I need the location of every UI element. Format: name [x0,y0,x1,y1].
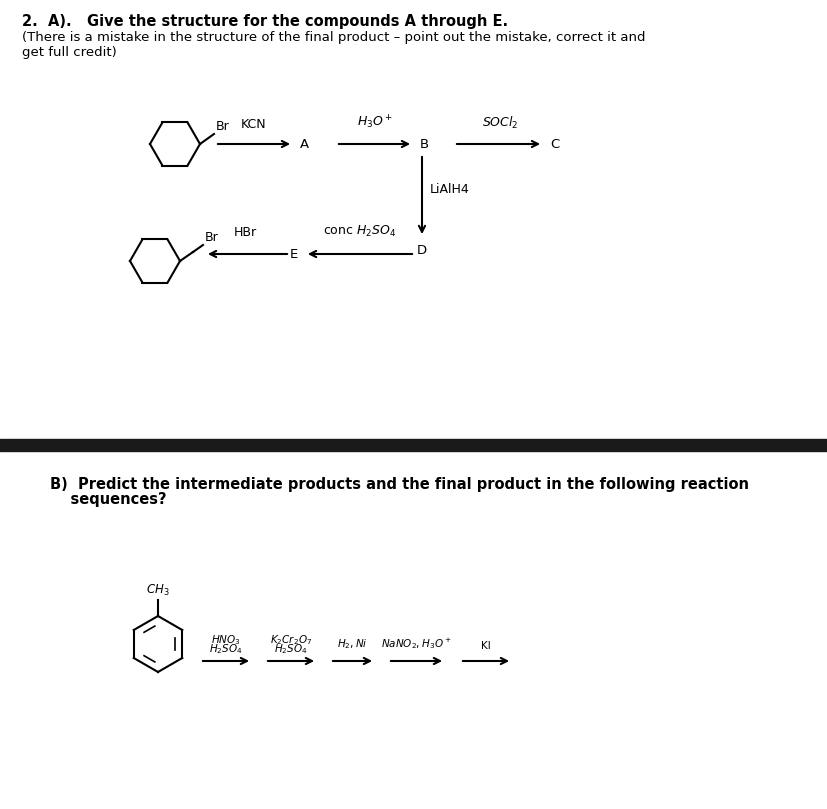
Text: 2.  A).   Give the structure for the compounds A through E.: 2. A). Give the structure for the compou… [22,14,508,29]
Text: (There is a mistake in the structure of the final product – point out the mistak: (There is a mistake in the structure of … [22,31,645,44]
Text: $H_2, Ni$: $H_2, Ni$ [337,637,367,651]
Text: Br: Br [216,120,229,133]
Text: $HNO_3$: $HNO_3$ [211,633,241,647]
Text: $H_3O^+$: $H_3O^+$ [356,113,393,131]
Text: get full credit): get full credit) [22,46,117,59]
Text: $H_2SO_4$: $H_2SO_4$ [209,642,242,656]
Text: E: E [289,248,298,260]
Text: LiAlH4: LiAlH4 [429,183,469,196]
Text: conc $H_2SO_4$: conc $H_2SO_4$ [323,224,396,239]
Text: HBr: HBr [233,226,256,239]
Text: $H_2SO_4$: $H_2SO_4$ [274,642,308,656]
Text: D: D [417,244,427,257]
Text: sequences?: sequences? [50,492,166,507]
Text: Br: Br [205,231,218,244]
Text: B: B [419,138,428,150]
Text: C: C [549,138,558,150]
Text: KCN: KCN [241,118,266,131]
Text: $NaNO_2, H_3O^+$: $NaNO_2, H_3O^+$ [380,636,452,651]
Text: $K_2Cr_2O_7$: $K_2Cr_2O_7$ [270,633,312,647]
Text: A: A [299,138,308,150]
Text: $SOCl_2$: $SOCl_2$ [481,115,518,131]
Text: $CH_3$: $CH_3$ [146,583,170,598]
Text: KI: KI [480,641,490,651]
Text: B)  Predict the intermediate products and the final product in the following rea: B) Predict the intermediate products and… [50,477,748,492]
